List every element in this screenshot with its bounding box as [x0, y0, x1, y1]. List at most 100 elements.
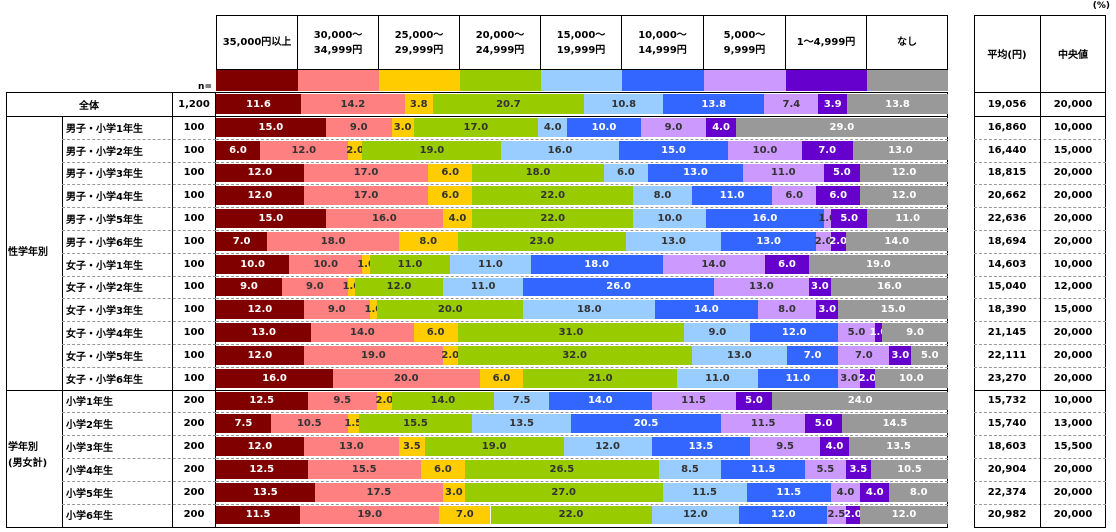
- legend-swatch-3: [460, 70, 541, 91]
- bar-segment: 7.0: [801, 140, 853, 160]
- row-separator: [216, 366, 948, 368]
- bar-segment: 12.0: [739, 505, 828, 525]
- bar-row-3: 12.0 17.0 6.0 18.0 6.0 13.0 11.0 5.0 12.0: [216, 163, 948, 183]
- row-separator: [216, 458, 948, 459]
- bar-segment: 1.0: [365, 300, 382, 320]
- row-median-0: 20,000: [1053, 98, 1093, 110]
- bar-row-6: 7.0 18.0 8.0 23.0 13.0 13.0 2.0 2.0 14.0: [216, 232, 948, 251]
- row-n-3: 100: [183, 167, 205, 179]
- bar-segment: 6.0: [479, 368, 524, 388]
- bar-segment: 2.0: [859, 368, 876, 388]
- bar-segment: 7.5: [494, 391, 550, 411]
- bar-segment: 3.0: [838, 368, 861, 388]
- bar-segment: 27.0: [464, 482, 663, 502]
- bar-segment: 26.5: [464, 460, 659, 479]
- bar-row-12: 16.0 20.0 6.0 21.0 11.0 11.0 3.0 2.0 10.0: [216, 368, 948, 388]
- bar-segment: 3.5: [845, 460, 872, 479]
- bar-segment: 17.0: [413, 118, 539, 137]
- category-header-8: なし: [867, 15, 948, 70]
- bar-segment: 18.0: [523, 300, 656, 320]
- bar-segment: 22.0: [472, 186, 634, 206]
- row-mean-9: 18,390: [987, 304, 1027, 316]
- row-n-12: 100: [183, 372, 205, 384]
- row-label-11: 女子・小学5年生: [66, 351, 143, 363]
- legend-swatch-6: [704, 70, 786, 91]
- row-mean-14: 15,740: [987, 418, 1027, 430]
- row-separator: [62, 298, 216, 300]
- row-separator: [62, 184, 216, 186]
- row-n-14: 200: [183, 418, 205, 430]
- stats-header-0: 平均(円): [987, 50, 1027, 61]
- bar-segment: 4.0: [860, 482, 890, 502]
- bar-row-4: 12.0 17.0 6.0 22.0 8.0 11.0 6.0 6.0 12.0: [216, 186, 948, 206]
- bar-segment: 11.5: [662, 482, 747, 502]
- bar-segment: 12.0: [216, 437, 304, 456]
- bar-segment: 14.0: [549, 391, 652, 411]
- row-n-10: 100: [183, 327, 205, 339]
- bar-segment: 19.0: [300, 505, 440, 525]
- bar-segment: 13.0: [713, 277, 809, 297]
- stats-separator: [974, 92, 1106, 93]
- row-n-6: 100: [183, 235, 205, 247]
- row-mean-3: 18,815: [987, 167, 1027, 179]
- bar-segment: 9.0: [303, 300, 370, 320]
- row-separator: [62, 161, 216, 163]
- bar-segment: 13.0: [647, 163, 744, 183]
- bar-segment: 5.0: [735, 391, 773, 411]
- bar-segment: 5.0: [805, 414, 842, 434]
- category-header-6: 5,000〜 9,999円: [704, 15, 786, 70]
- bar-segment: 12.0: [259, 140, 348, 160]
- bar-segment: 4.0: [442, 209, 473, 228]
- row-mean-7: 14,603: [987, 258, 1027, 270]
- row-mean-17: 22,374: [987, 486, 1027, 498]
- bar-segment: 14.0: [311, 323, 414, 342]
- bar-segment: 3.9: [818, 94, 847, 114]
- row-label-9: 女子・小学3年生: [66, 306, 143, 318]
- row-separator: [216, 207, 948, 209]
- bar-row-7: 10.0 10.0 1.0 11.0 11.0 18.0 14.0 6.0 19.0: [216, 254, 948, 274]
- bar-segment: 10.0: [728, 140, 802, 160]
- bar-segment: 13.0: [691, 346, 787, 365]
- bar-row-1: 15.0 9.0 3.0 17.0 4.0 10.0 9.0 4.0 29.0: [216, 118, 948, 137]
- row-median-4: 20,000: [1053, 190, 1093, 202]
- bar-row-11: 12.0 19.0 2.0 32.0 13.0 7.0 7.0 3.0 5.0: [216, 346, 948, 365]
- bar-segment: 15.0: [618, 140, 729, 160]
- bar-segment: 2.0: [829, 232, 847, 251]
- bar-row-18: 11.5 19.0 7.0 22.0 12.0 12.0 2.5 2.0 12.0: [216, 505, 948, 525]
- bar-segment: 22.0: [472, 209, 634, 228]
- row-separator: [216, 184, 948, 186]
- legend-swatch-4: [541, 70, 622, 91]
- bar-segment: 5.0: [911, 346, 948, 365]
- bar-segment: 11.0: [442, 277, 524, 297]
- category-header-2: 25,000〜 29,999円: [379, 15, 460, 70]
- row-separator: [216, 503, 948, 505]
- bar-segment: 11.5: [721, 460, 806, 479]
- row-median-5: 20,000: [1053, 213, 1093, 225]
- row-label-8: 女子・小学2年生: [66, 283, 143, 295]
- row-label-6: 男子・小学6年生: [66, 237, 143, 249]
- row-label-7: 女子・小学1年生: [66, 260, 143, 272]
- bar-segment: 16.0: [706, 209, 824, 228]
- row-label-5: 男子・小学5年生: [66, 215, 143, 227]
- row-label-1: 男子・小学1年生: [66, 123, 143, 135]
- bar-segment: 16.0: [216, 368, 334, 388]
- bar-segment: 20.5: [571, 414, 722, 434]
- row-separator: [62, 366, 216, 368]
- row-separator: [62, 321, 216, 323]
- bar-segment: 14.0: [845, 232, 948, 251]
- bar-segment: 9.0: [640, 118, 707, 137]
- bar-segment: 1.0: [357, 254, 375, 274]
- bar-segment: 1.5: [344, 414, 362, 434]
- stats-divider: [1040, 15, 1041, 528]
- bar-segment: 9.0: [325, 118, 392, 137]
- bar-segment: 1.0: [818, 209, 836, 228]
- row-median-14: 13,000: [1053, 418, 1093, 430]
- row-median-17: 20,000: [1053, 486, 1093, 498]
- row-mean-5: 22,636: [987, 213, 1027, 225]
- bar-segment: 12.0: [216, 186, 304, 206]
- bar-segment: 16.0: [501, 140, 619, 160]
- bar-segment: 11.0: [757, 368, 839, 388]
- bar-segment: 12.0: [355, 277, 443, 297]
- row-mean-15: 18,603: [987, 441, 1027, 453]
- bar-segment: 3.5: [399, 437, 425, 456]
